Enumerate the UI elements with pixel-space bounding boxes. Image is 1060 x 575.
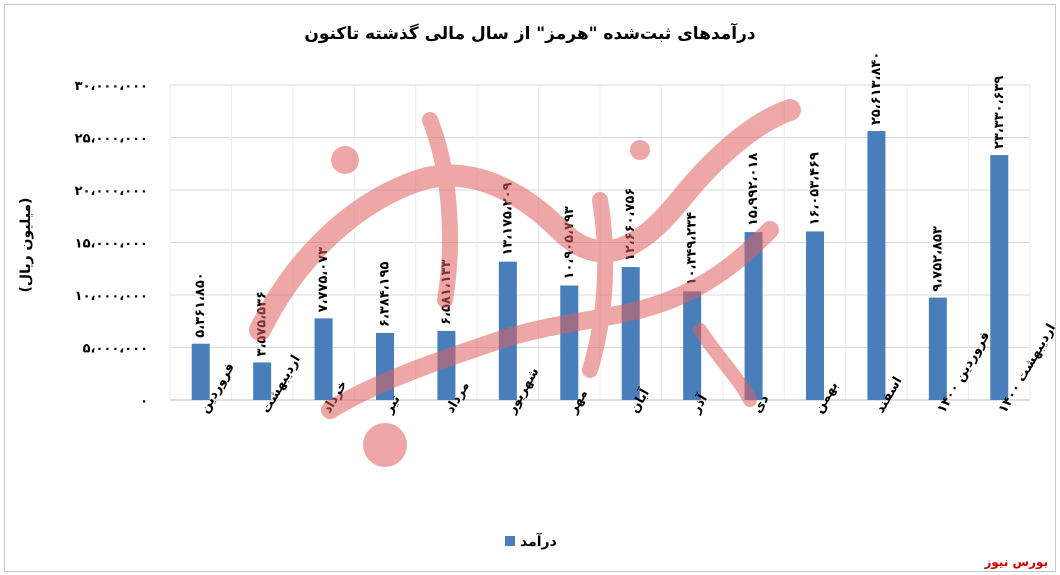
watermark-logo — [249, 99, 801, 467]
bar-value-label: ۵،۳۶۱،۸۵۰ — [193, 272, 208, 337]
bar-value-label: ۷،۷۷۵،۰۷۳ — [316, 247, 331, 312]
y-tick-label: ۲۵،۰۰۰،۰۰۰ — [75, 132, 148, 147]
bar-value-label: ۱۰،۳۴۹،۲۳۴ — [685, 212, 700, 285]
bars — [191, 131, 1009, 400]
legend-label: درآمد — [520, 532, 557, 550]
bar-value-label: ۱۶،۰۵۳،۴۶۹ — [808, 152, 823, 225]
y-tick-label: ۱۵،۰۰۰،۰۰۰ — [75, 237, 148, 252]
y-tick-label: ۳۰،۰۰۰،۰۰۰ — [75, 79, 148, 94]
y-axis-label: (میلیون ریال) — [18, 198, 34, 293]
bar — [683, 291, 702, 400]
bar — [253, 362, 272, 400]
legend: درآمد — [505, 532, 557, 550]
y-tick-label: ۲۰،۰۰۰،۰۰۰ — [75, 184, 148, 199]
y-tick-label: ۰ — [140, 394, 148, 409]
bar-value-label: ۶،۳۸۴،۱۹۵ — [378, 261, 393, 326]
bar-value-label: ۱۵،۹۹۲،۰۱۸ — [746, 153, 761, 226]
bar — [806, 231, 824, 400]
bar — [560, 285, 579, 400]
y-tick-label: ۵،۰۰۰،۰۰۰ — [83, 342, 148, 357]
bar — [990, 155, 1009, 400]
y-axis-title: (میلیون ریال) — [18, 198, 34, 293]
bar — [191, 343, 210, 400]
bar — [867, 131, 886, 400]
legend-swatch — [505, 536, 515, 546]
bar-value-label: ۹،۷۵۲،۸۵۳ — [930, 226, 945, 291]
gridlines — [169, 84, 1031, 401]
bar — [928, 297, 947, 400]
chart-title: درآمدهای ثبت‌شده "هرمز" از سال مالی گذشت… — [304, 24, 756, 44]
bar — [621, 267, 640, 400]
y-tick-label: ۱۰،۰۰۰،۰۰۰ — [75, 289, 148, 304]
bar-value-label: ۲۵،۶۱۳،۸۴۰ — [869, 52, 884, 125]
y-axis-ticks: ۰ ۵،۰۰۰،۰۰۰ ۱۰،۰۰۰،۰۰۰ ۱۵،۰۰۰،۰۰۰ ۲۰،۰۰۰،۰۰۰… — [75, 79, 148, 409]
bar — [744, 232, 763, 400]
source-credit: بورس نیوز — [984, 555, 1048, 569]
bar-value-label: ۲۳،۳۳۰،۶۳۹ — [992, 76, 1007, 149]
bar — [314, 318, 333, 400]
